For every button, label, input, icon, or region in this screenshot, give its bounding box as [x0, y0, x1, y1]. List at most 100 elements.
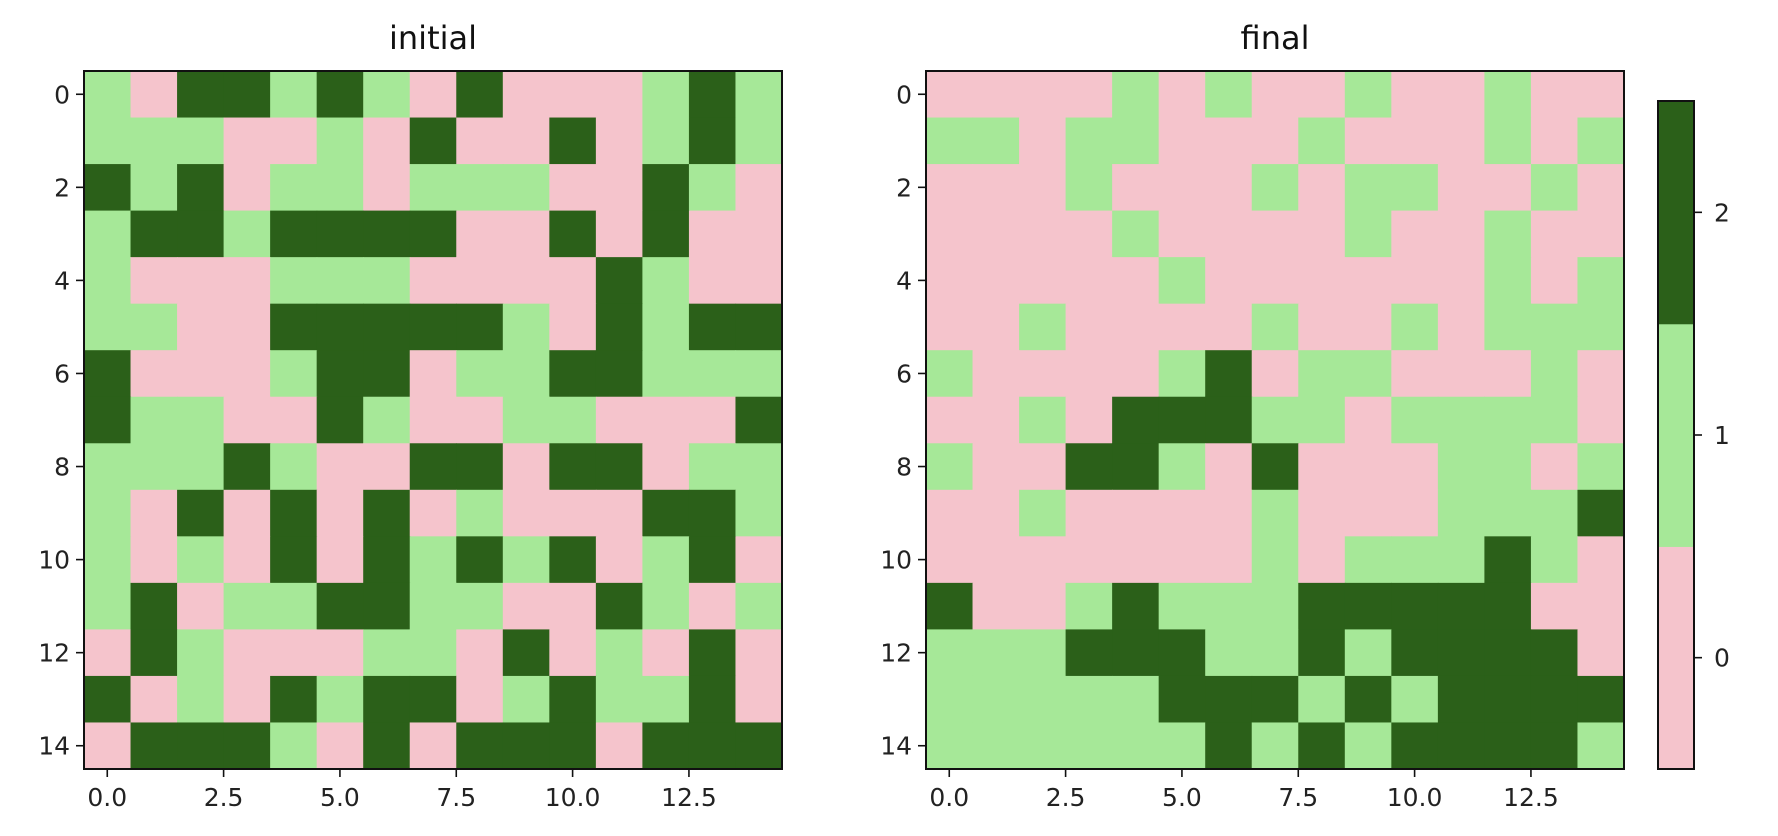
heatmap-cell — [1251, 164, 1299, 212]
heatmap-cell — [1065, 629, 1113, 677]
x-tick-label: 12.5 — [1503, 783, 1559, 812]
heatmap-cell — [363, 303, 411, 351]
heatmap-cell — [363, 396, 411, 444]
heatmap-cell — [130, 722, 178, 770]
y-tick-label: 8 — [896, 453, 912, 482]
heatmap-cell — [688, 257, 737, 305]
heatmap-cell — [926, 257, 974, 305]
heatmap-cell — [1019, 117, 1067, 165]
heatmap-cell — [1530, 629, 1579, 677]
x-tick-label: 0.0 — [929, 783, 969, 812]
heatmap-cell — [549, 489, 597, 537]
heatmap-cell — [409, 489, 457, 537]
heatmap-cell — [595, 629, 643, 677]
heatmap-cell — [642, 210, 690, 258]
heatmap-cell — [688, 675, 737, 724]
heatmap-cell — [223, 396, 271, 444]
x-tick-label: 0.0 — [87, 783, 127, 812]
heatmap-cell — [409, 303, 457, 351]
heatmap-cell — [177, 582, 225, 630]
heatmap-cell — [1437, 71, 1485, 119]
heatmap-cell — [735, 536, 783, 584]
colorbar-segment — [1658, 323, 1694, 547]
heatmap-cell — [642, 71, 690, 119]
heatmap-cell — [1391, 536, 1439, 584]
heatmap-cell — [270, 303, 318, 351]
heatmap-cell — [549, 257, 597, 305]
heatmap-cell — [130, 164, 178, 212]
heatmap-cell — [363, 117, 411, 165]
heatmap-cell — [1577, 396, 1625, 444]
heatmap-cell — [456, 396, 504, 444]
heatmap-cell — [1391, 489, 1439, 537]
heatmap-cell — [1251, 629, 1299, 677]
heatmap-cell — [456, 629, 504, 677]
heatmap-cell — [130, 257, 178, 305]
heatmap-cell — [409, 396, 457, 444]
heatmap-cell — [642, 350, 690, 398]
heatmap-cell — [84, 303, 132, 351]
heatmap-cell — [502, 489, 550, 537]
heatmap-cell — [223, 536, 271, 584]
heatmap-cell — [549, 210, 597, 258]
heatmap-cell — [1205, 629, 1253, 677]
heatmap-cell — [735, 164, 783, 212]
heatmap-cell — [363, 350, 411, 398]
heatmap-cell — [1344, 210, 1392, 258]
heatmap-cell — [223, 489, 271, 537]
heatmap-cell — [1577, 71, 1625, 119]
heatmap-cell — [130, 210, 178, 258]
heatmap-cell — [84, 350, 132, 398]
heatmap-cell — [270, 629, 318, 677]
heatmap-cell — [1437, 536, 1485, 584]
heatmap-cell — [1577, 629, 1625, 677]
heatmap-cell — [1344, 350, 1392, 398]
heatmap-cell — [595, 257, 643, 305]
heatmap-cell — [1298, 629, 1346, 677]
heatmap-cell — [1298, 489, 1346, 537]
heatmap-cell — [1298, 257, 1346, 305]
heatmap-cell — [502, 675, 550, 724]
heatmap-cell — [1251, 71, 1299, 119]
heatmap-cell — [1530, 164, 1579, 212]
heatmap-cell — [1205, 303, 1253, 351]
heatmap-cell — [1065, 257, 1113, 305]
heatmap-cell — [409, 71, 457, 119]
heatmap-cell — [456, 350, 504, 398]
heatmap-cell — [972, 396, 1020, 444]
heatmap-cell — [735, 722, 783, 770]
heatmap-cell — [1437, 443, 1485, 491]
heatmap-cell — [1344, 443, 1392, 491]
colorbar-segment — [1658, 101, 1694, 325]
heatmap-cell — [1065, 164, 1113, 212]
heatmap-cell — [1577, 210, 1625, 258]
y-tick-label: 6 — [54, 359, 70, 388]
heatmap-cell — [972, 722, 1020, 770]
heatmap-cell — [363, 536, 411, 584]
heatmap-cell — [223, 164, 271, 212]
heatmap-cell — [972, 350, 1020, 398]
heatmap-cell — [502, 629, 550, 677]
heatmap-cell — [1065, 675, 1113, 724]
heatmap-cell — [688, 629, 737, 677]
heatmap-cell — [1158, 303, 1206, 351]
heatmap-cell — [130, 71, 178, 119]
heatmap-cell — [642, 257, 690, 305]
heatmap-cell — [316, 443, 364, 491]
heatmap-cell — [130, 675, 178, 724]
heatmap-cell — [130, 536, 178, 584]
heatmap-cell — [642, 443, 690, 491]
heatmap-cell — [1298, 71, 1346, 119]
heatmap-cell — [595, 536, 643, 584]
heatmap-cell — [502, 303, 550, 351]
heatmap-cell — [595, 117, 643, 165]
heatmap-cell — [270, 722, 318, 770]
x-tick-label: 2.5 — [204, 783, 244, 812]
heatmap-cell — [1251, 443, 1299, 491]
heatmap-cell — [1019, 629, 1067, 677]
heatmap-cell — [1577, 536, 1625, 584]
heatmap-cell — [316, 303, 364, 351]
heatmap-cell — [363, 210, 411, 258]
heatmap-cell — [456, 582, 504, 630]
heatmap-cell — [1530, 582, 1579, 630]
